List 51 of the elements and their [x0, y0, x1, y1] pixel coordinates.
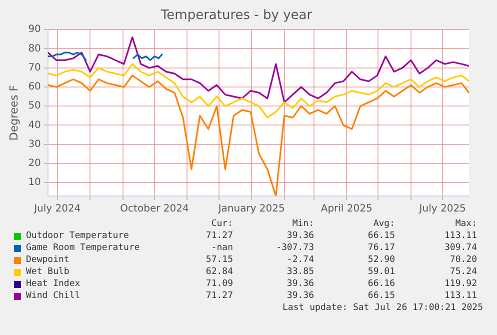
text: 70.20: [448, 255, 477, 265]
legend-label: Heat Index: [26, 279, 80, 289]
y-tick-label: 40: [28, 120, 41, 131]
text: Cur:: [210, 219, 233, 229]
text: 75.24: [448, 267, 477, 277]
text: 119.92: [443, 279, 477, 289]
text: 76.17: [366, 243, 395, 253]
text: 33.85: [286, 267, 314, 277]
text: 71.09: [204, 279, 233, 289]
text: 309.74: [443, 243, 477, 253]
x-tick-label: July 2025: [418, 204, 466, 215]
chart-title: Temperatures - by year: [160, 8, 313, 24]
legend-label: Outdoor Temperature: [26, 231, 129, 241]
x-tick-label: July 2024: [33, 204, 81, 215]
text: 62.84: [204, 267, 233, 277]
text: 57.15: [204, 255, 233, 265]
y-tick-label: 50: [28, 100, 41, 112]
text: 66.15: [366, 291, 395, 301]
text: -307.73: [275, 243, 314, 253]
text: Min:: [291, 219, 314, 229]
text: 71.27: [204, 231, 233, 241]
x-tick-label: October 2024: [120, 204, 189, 215]
x-tick-label: January 2025: [217, 204, 285, 215]
y-tick-label: 80: [28, 43, 41, 54]
legend-label: Wet Bulb: [26, 267, 70, 277]
y-tick-label: 70: [28, 62, 41, 74]
text: 52.90: [366, 255, 395, 265]
y-tick-label: 60: [28, 82, 41, 93]
y-tick-label: 10: [28, 177, 41, 188]
y-tick-label: 20: [28, 158, 41, 170]
text: 66.16: [366, 279, 395, 289]
legend-label: Dewpoint: [26, 255, 70, 265]
legend-label: Wind Chill: [26, 291, 80, 301]
text: 66.15: [366, 231, 395, 241]
text: -nan: [210, 243, 233, 253]
text: 59.01: [366, 267, 395, 277]
text: 71.27: [204, 291, 233, 301]
text: 113.11: [443, 231, 477, 241]
text: 39.36: [286, 231, 314, 241]
text: Avg:: [372, 219, 395, 229]
y-tick-label: 30: [28, 138, 41, 150]
y-tick-label: 90: [28, 24, 41, 36]
text: 113.11: [443, 291, 477, 301]
text: Max:: [454, 219, 477, 229]
text: 39.36: [286, 279, 314, 289]
y-axis-title: Degrees F: [7, 85, 20, 141]
text: -2.74: [286, 255, 314, 265]
legend-label: Game Room Temperature: [26, 243, 140, 253]
text: 39.36: [286, 291, 314, 301]
text: Last update: Sat Jul 26 17:00:21 2025: [282, 303, 483, 313]
x-tick-label: April 2025: [320, 204, 372, 215]
